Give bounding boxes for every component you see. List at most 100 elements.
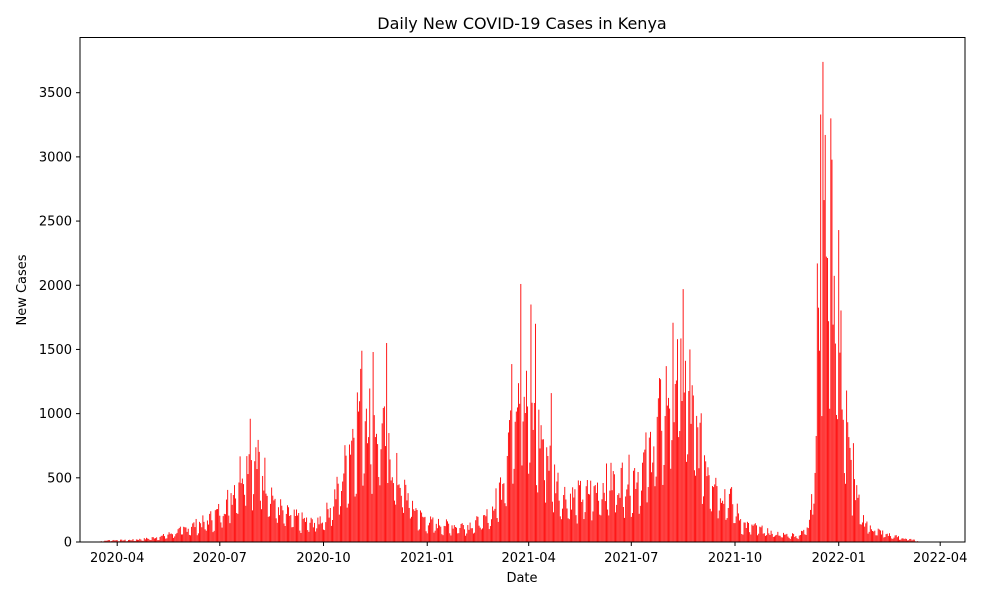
bar	[768, 533, 770, 542]
bar	[113, 539, 115, 542]
x-tick-label: 2021-07	[604, 551, 658, 566]
bar	[811, 494, 813, 542]
bar	[224, 514, 226, 542]
bar	[736, 503, 738, 542]
bar	[510, 410, 512, 542]
bar	[866, 521, 868, 542]
bar	[372, 352, 374, 542]
bar	[805, 535, 807, 542]
bar	[879, 530, 881, 542]
bar	[319, 516, 321, 542]
bar	[169, 533, 171, 542]
bar	[845, 483, 846, 542]
bar	[441, 534, 443, 542]
chart-title: Daily New COVID-19 Cases in Kenya	[377, 14, 666, 33]
bar	[598, 500, 600, 542]
bar	[301, 512, 303, 542]
bar	[628, 454, 630, 542]
bar	[352, 428, 354, 542]
bar	[779, 535, 781, 542]
bar	[706, 476, 708, 542]
bar	[495, 488, 497, 542]
bar	[803, 529, 805, 542]
bar	[491, 519, 492, 542]
bar	[639, 505, 641, 542]
bar	[422, 516, 424, 542]
bar	[290, 514, 292, 542]
bar	[843, 473, 845, 542]
bar	[740, 519, 742, 542]
bar	[388, 433, 390, 542]
bar	[563, 495, 565, 542]
bar	[418, 529, 420, 542]
bar	[201, 527, 203, 542]
bar	[807, 528, 809, 542]
bar	[184, 527, 186, 542]
bar	[618, 493, 620, 542]
bar	[688, 391, 690, 542]
bar	[341, 490, 342, 542]
bar	[223, 513, 225, 542]
y-tick-label: 500	[47, 471, 72, 486]
bar	[557, 472, 559, 542]
bar	[210, 511, 212, 542]
bar	[620, 467, 622, 542]
bar	[442, 535, 444, 542]
bar	[332, 519, 333, 542]
bar	[199, 521, 200, 542]
bar	[678, 437, 680, 542]
bar	[797, 539, 799, 542]
bar	[444, 526, 446, 542]
bar	[617, 495, 619, 542]
bar	[631, 513, 633, 542]
bar	[509, 420, 510, 542]
bar	[471, 528, 473, 542]
bar	[884, 536, 886, 542]
bar	[266, 495, 268, 542]
bar	[407, 493, 409, 542]
bar	[837, 419, 839, 542]
bar	[308, 531, 310, 542]
bar	[243, 484, 244, 542]
bar	[104, 540, 106, 542]
bar	[235, 498, 237, 542]
bar	[785, 534, 787, 542]
bar	[758, 533, 760, 542]
bar	[751, 524, 753, 542]
bar	[588, 493, 589, 542]
bar	[657, 398, 659, 542]
bar	[601, 499, 603, 542]
bar	[591, 520, 593, 542]
bar	[748, 522, 749, 542]
bar	[259, 500, 261, 542]
bar	[592, 511, 594, 542]
bar	[868, 531, 870, 542]
bar	[237, 513, 239, 542]
bar	[821, 416, 823, 542]
bar	[176, 532, 178, 542]
bar	[473, 533, 474, 542]
bar	[761, 525, 763, 542]
bar	[858, 494, 860, 542]
bar	[710, 511, 712, 542]
bar	[834, 343, 836, 542]
bar	[769, 534, 771, 542]
bar	[712, 486, 713, 542]
bar	[245, 505, 247, 542]
bar	[144, 539, 146, 542]
bar	[804, 534, 806, 542]
bar	[696, 415, 698, 542]
bar	[662, 484, 664, 542]
bar	[855, 500, 857, 542]
bar	[378, 476, 380, 542]
bar	[863, 515, 864, 542]
bar	[902, 538, 904, 542]
bar	[883, 537, 885, 542]
bar	[607, 509, 609, 542]
bar	[318, 524, 320, 542]
bar	[239, 456, 241, 542]
bar	[823, 200, 825, 542]
bar	[873, 531, 875, 542]
bar	[502, 484, 504, 542]
bar	[414, 510, 416, 542]
